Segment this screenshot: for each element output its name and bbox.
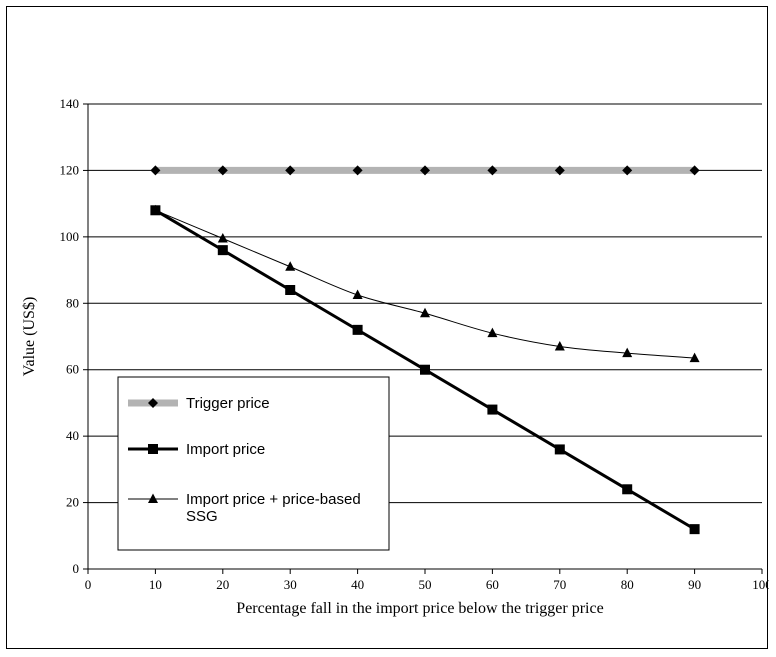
data-point: [487, 327, 498, 338]
data-point: [689, 352, 700, 363]
data-point: [622, 347, 633, 358]
y-tick-label: 140: [60, 96, 80, 111]
data-point: [352, 289, 363, 299]
series-1: [150, 165, 700, 176]
legend-entry: Trigger price: [128, 395, 270, 412]
axes: [83, 103, 763, 574]
x-tick-label: 80: [621, 577, 634, 592]
y-tick-label: 20: [66, 495, 79, 510]
data-point: [420, 364, 430, 375]
x-tick-label: 90: [688, 577, 701, 592]
data-point: [554, 444, 565, 455]
line-chart: 0 20 40 60 80 100 120 140 0 10 20 30 40 50 60 70 80 90 100…: [21, 96, 770, 617]
chart-frame: 0 20 40 60 80 100 120 140 0 10 20 30 40 50 60 70 80 90 100…: [6, 6, 770, 649]
legend-marker: [148, 444, 158, 454]
data-point: [285, 165, 296, 176]
x-tick-label: 40: [351, 577, 364, 592]
x-axis-title: Percentage fall in the import price belo…: [236, 600, 603, 617]
x-tick-label: 100: [752, 577, 769, 592]
data-point: [352, 165, 363, 176]
legend-label: Import price: [186, 441, 265, 458]
data-point: [217, 233, 228, 243]
data-point: [622, 484, 633, 495]
data-point: [150, 204, 161, 215]
data-point: [217, 165, 228, 176]
series-3: [150, 204, 700, 363]
data-point: [420, 165, 430, 176]
y-tick-label: 40: [66, 428, 79, 443]
y-tick-label: 120: [60, 162, 80, 177]
data-point: [150, 165, 161, 176]
series-line: [155, 209, 695, 359]
legend-label: Import price + price-based SSG: [186, 491, 361, 525]
x-tick-label: 60: [486, 577, 499, 592]
y-axis-title: Value (US$): [21, 297, 38, 377]
x-tick-label: 70: [553, 577, 566, 592]
y-tick-label: 60: [66, 362, 79, 377]
legend-entry: Import price + price-based SSG: [128, 491, 361, 525]
legend-entry: Import price: [128, 441, 265, 458]
y-tick-label: 100: [60, 229, 80, 244]
series-2: [150, 205, 700, 535]
legend: Trigger price Import price Import price + …: [117, 376, 390, 551]
x-tick-label: 10: [149, 577, 162, 592]
data-point: [285, 285, 296, 295]
data-point: [554, 340, 565, 351]
data-point: [217, 245, 228, 256]
x-tick-label: 0: [85, 577, 92, 592]
legend-label: Trigger price: [186, 395, 270, 412]
data-point: [554, 165, 565, 176]
data-point: [285, 261, 296, 271]
data-point: [420, 307, 430, 318]
y-tick-label: 80: [66, 295, 79, 310]
series-group: [150, 165, 700, 535]
data-point: [487, 165, 498, 176]
x-tick-label: 50: [419, 577, 432, 592]
data-point: [689, 524, 700, 535]
legend-marker: [148, 493, 158, 503]
y-tick-label: 0: [73, 561, 80, 576]
x-tick-label: 20: [216, 577, 229, 592]
tick-labels: 0 20 40 60 80 100 120 140 0 10 20 30 40 50 60 70 80 90 100: [60, 96, 770, 592]
data-point: [352, 324, 363, 335]
x-tick-label: 30: [284, 577, 297, 592]
data-point: [487, 404, 498, 415]
data-point: [689, 165, 700, 176]
data-point: [622, 165, 633, 176]
legend-marker: [148, 398, 158, 408]
